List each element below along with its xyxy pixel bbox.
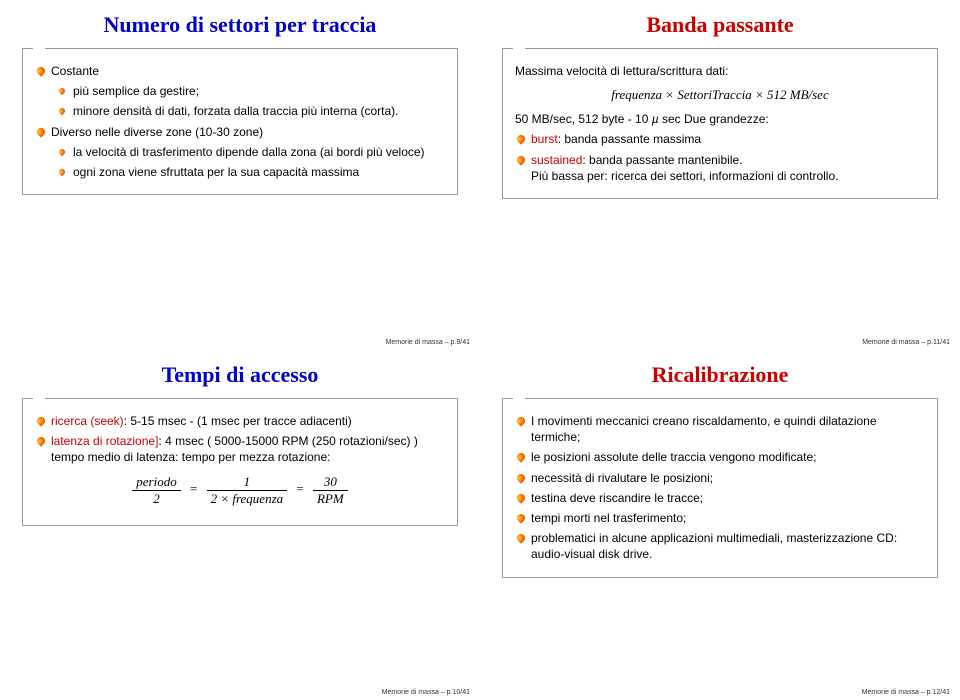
list-item: problematici in alcune applicazioni mult… — [515, 530, 925, 562]
text: tempo medio di latenza: tempo per mezza … — [51, 450, 330, 464]
list-item: Diverso nelle diverse zone (10-30 zone) … — [35, 124, 445, 181]
list-item: necessità di rivalutare le posizioni; — [515, 470, 925, 486]
list-item: tempi morti nel trasferimento; — [515, 510, 925, 526]
sublist: più semplice da gestire; minore densità … — [57, 83, 445, 119]
fraction: periodo 2 — [132, 474, 180, 507]
list: ricerca (seek): 5-15 msec - (1 msec per … — [35, 413, 445, 466]
slide-title: Tempi di accesso — [22, 362, 458, 388]
content-box: ricerca (seek): 5-15 msec - (1 msec per … — [22, 398, 458, 526]
list: I movimenti meccanici creano riscaldamen… — [515, 413, 925, 563]
term-red: ricerca (seek) — [51, 414, 124, 428]
list-item: la velocità di trasferimento dipende dal… — [57, 144, 445, 160]
numerator: 1 — [207, 474, 288, 491]
equals-sign: = — [190, 481, 197, 496]
numerator: 30 — [313, 474, 348, 491]
slide-title: Ricalibrazione — [502, 362, 938, 388]
slide-footer: Memorie di massa – p.9/41 — [386, 339, 470, 346]
text: : 4 msec ( 5000-15000 RPM (250 rotazioni… — [158, 434, 417, 448]
list-item: burst: banda passante massima — [515, 131, 925, 147]
fraction: 30 RPM — [313, 474, 348, 507]
lead-text: Massima velocità di lettura/scrittura da… — [515, 63, 925, 79]
text: : 5-15 msec - (1 msec per tracce adiacen… — [124, 414, 352, 428]
list-lead: Diverso nelle diverse zone (10-30 zone) — [51, 125, 263, 139]
term-red: burst — [531, 132, 558, 146]
list-item: più semplice da gestire; — [57, 83, 445, 99]
list-lead: Costante — [51, 64, 99, 78]
list-item: minore densità di dati, forzata dalla tr… — [57, 103, 445, 119]
slide-br: Ricalibrazione I movimenti meccanici cre… — [480, 350, 960, 700]
list-item: le posizioni assolute delle traccia veng… — [515, 449, 925, 465]
list: Costante più semplice da gestire; minore… — [35, 63, 445, 180]
text: 50 MB/sec, 512 byte - 10 — [515, 112, 652, 126]
list: burst: banda passante massima sustained:… — [515, 131, 925, 184]
list-item: sustained: banda passante mantenibile. P… — [515, 152, 925, 184]
slide-tl: Numero di settori per traccia Costante p… — [0, 0, 480, 350]
text: : banda passante massima — [558, 132, 701, 146]
slide-grid: Numero di settori per traccia Costante p… — [0, 0, 960, 700]
slide-footer: Memorie di massa – p.12/41 — [862, 689, 950, 696]
slide-footer: Memorie di massa – p.10/41 — [382, 689, 470, 696]
list-item: ricerca (seek): 5-15 msec - (1 msec per … — [35, 413, 445, 429]
sublist: la velocità di trasferimento dipende dal… — [57, 144, 445, 180]
term-red: latenza di rotazione] — [51, 434, 158, 448]
denominator: 2 × frequenza — [207, 491, 288, 507]
slide-title: Numero di settori per traccia — [22, 12, 458, 38]
denominator: RPM — [313, 491, 348, 507]
list-item: Costante più semplice da gestire; minore… — [35, 63, 445, 120]
denominator: 2 — [132, 491, 180, 507]
text: : banda passante mantenibile. — [582, 153, 742, 167]
fraction: 1 2 × frequenza — [207, 474, 288, 507]
text-line: 50 MB/sec, 512 byte - 10 µ sec Due grand… — [515, 111, 925, 127]
equals-sign: = — [296, 481, 303, 496]
list-item: I movimenti meccanici creano riscaldamen… — [515, 413, 925, 445]
list-item: testina deve riscandire le tracce; — [515, 490, 925, 506]
text: sec Due grandezze: — [659, 112, 769, 126]
slide-title: Banda passante — [502, 12, 938, 38]
term-red: sustained — [531, 153, 582, 167]
mu-symbol: µ — [652, 112, 659, 126]
slide-tr: Banda passante Massima velocità di lettu… — [480, 0, 960, 350]
numerator: periodo — [132, 474, 180, 491]
slide-bl: Tempi di accesso ricerca (seek): 5-15 ms… — [0, 350, 480, 700]
slide-footer: Memorie di massa – p.11/41 — [862, 339, 950, 346]
content-box: I movimenti meccanici creano riscaldamen… — [502, 398, 938, 578]
text: Più bassa per: ricerca dei settori, info… — [531, 169, 838, 183]
formula-fraction: periodo 2 = 1 2 × frequenza = 30 RPM — [35, 474, 445, 507]
formula: frequenza × SettoriTraccia × 512 MB/sec — [515, 87, 925, 103]
list-item: ogni zona viene sfruttata per la sua cap… — [57, 164, 445, 180]
content-box: Costante più semplice da gestire; minore… — [22, 48, 458, 195]
content-box: Massima velocità di lettura/scrittura da… — [502, 48, 938, 199]
list-item: latenza di rotazione]: 4 msec ( 5000-150… — [35, 433, 445, 465]
